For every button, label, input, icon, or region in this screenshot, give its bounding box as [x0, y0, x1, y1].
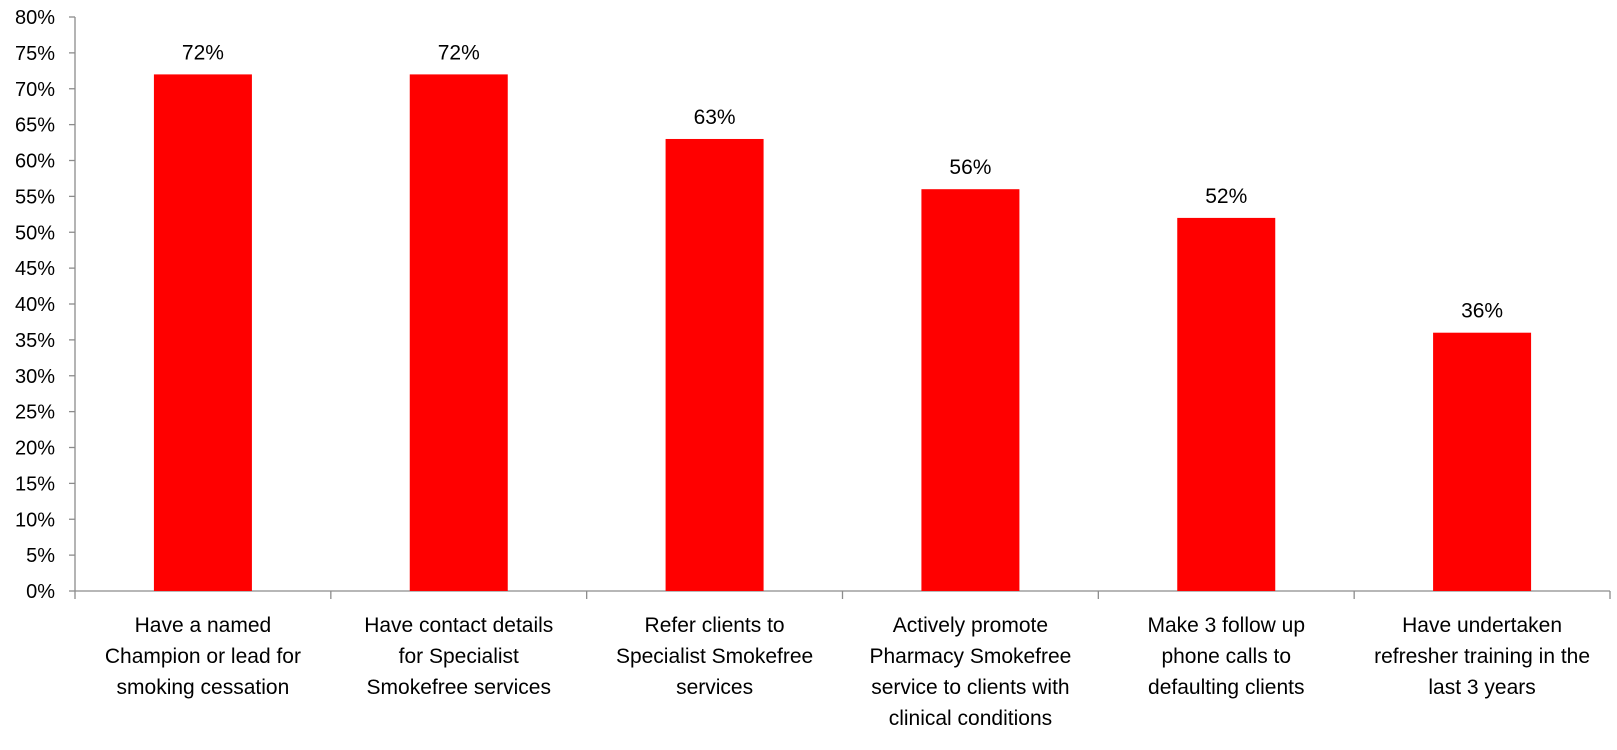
category-label-line: Have contact details	[364, 614, 553, 637]
category-label: Actively promote Pharmacy Smokefree servic…	[869, 614, 1071, 730]
category-label: Have undertaken refresher training in the…	[1374, 614, 1590, 699]
category-label: Have contact details for Specialist Smokef…	[364, 614, 553, 699]
category-label-line: last 3 years	[1428, 676, 1535, 699]
category-label-line: refresher training in the	[1374, 645, 1590, 668]
category-label-line: clinical conditions	[889, 707, 1052, 730]
y-tick-label: 10%	[15, 509, 55, 531]
bar	[921, 189, 1020, 591]
category-label-line: for Specialist	[399, 645, 519, 668]
data-label: 56%	[949, 156, 991, 179]
category-label-line: Refer clients to	[645, 614, 785, 637]
category-label: Have a named Champion or lead for smoking …	[105, 614, 301, 699]
y-tick-label: 60%	[15, 151, 55, 173]
category-label-line: defaulting clients	[1148, 676, 1304, 699]
category-labels: Have a named Champion or lead for smoking …	[105, 614, 1590, 730]
data-labels: 72% 72% 63% 56% 52% 36%	[182, 41, 1503, 322]
y-tick-label: 65%	[15, 115, 55, 137]
bars	[153, 74, 1532, 591]
y-tick-label: 0%	[26, 581, 55, 603]
data-label: 63%	[694, 106, 736, 129]
bar	[153, 74, 252, 591]
bar	[409, 74, 508, 591]
y-tick-label: 30%	[15, 366, 55, 388]
y-tick-label: 50%	[15, 222, 55, 244]
bar	[1433, 332, 1532, 591]
y-tick-label: 70%	[15, 79, 55, 101]
y-tick-label: 80%	[15, 7, 55, 29]
category-label-line: Make 3 follow up	[1147, 614, 1305, 637]
y-tick-label: 20%	[15, 438, 55, 460]
y-tick-label: 15%	[15, 473, 55, 495]
y-axis: 0% 5% 10% 15% 20% 25% 30% 35% 40% 45% 50% 55% 60% 65%…	[15, 7, 76, 603]
category-label-line: Actively promote	[893, 614, 1048, 637]
y-tick-label: 25%	[15, 402, 55, 424]
category-label-line: smoking cessation	[117, 676, 290, 699]
y-tick-label: 35%	[15, 330, 55, 352]
y-tick-label: 75%	[15, 43, 55, 65]
category-label-line: service to clients with	[871, 676, 1069, 699]
category-label: Make 3 follow up phone calls to defaulting…	[1147, 614, 1305, 699]
bar	[1177, 217, 1276, 591]
data-label: 52%	[1205, 185, 1247, 208]
category-label-line: Champion or lead for	[105, 645, 301, 668]
category-label-line: Smokefree services	[367, 676, 551, 699]
category-label-line: services	[676, 676, 753, 699]
bar	[665, 138, 764, 591]
data-label: 72%	[182, 41, 224, 64]
y-tick-label: 45%	[15, 258, 55, 280]
y-tick-label: 55%	[15, 186, 55, 208]
category-label: Refer clients to Specialist Smokefree serv…	[616, 614, 813, 699]
category-label-line: Specialist Smokefree	[616, 645, 813, 668]
y-tick-label: 5%	[26, 545, 55, 567]
y-tick-label: 40%	[15, 294, 55, 316]
data-label: 36%	[1461, 300, 1503, 323]
category-label-line: Pharmacy Smokefree	[869, 645, 1071, 668]
category-label-line: phone calls to	[1161, 645, 1291, 668]
x-axis	[74, 590, 1611, 599]
category-label-line: Have a named	[135, 614, 272, 637]
category-label-line: Have undertaken	[1402, 614, 1562, 637]
data-label: 72%	[438, 41, 480, 64]
